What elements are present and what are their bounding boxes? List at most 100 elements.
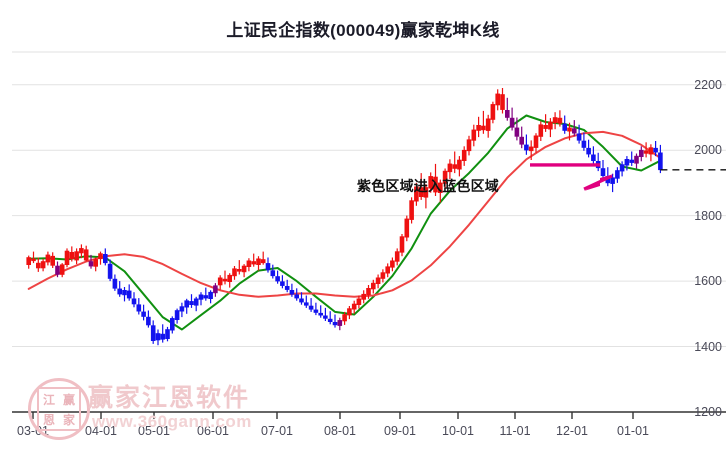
candle-body [165, 329, 170, 339]
candle-body [591, 154, 596, 162]
candle-body [150, 325, 156, 342]
candle-body [581, 140, 587, 148]
candle-body [31, 258, 36, 262]
candle-body [332, 321, 338, 326]
candle-body [533, 135, 539, 148]
candle-body [64, 250, 70, 265]
candle-body [385, 266, 391, 274]
candle-body [471, 129, 477, 141]
candle-body [557, 117, 563, 124]
candle-body [509, 117, 515, 128]
candle-body [638, 149, 644, 157]
candle-body [586, 147, 591, 155]
candle-body [442, 170, 448, 184]
candle-body [347, 308, 352, 316]
candle-body [437, 182, 443, 193]
candle-body [634, 155, 639, 164]
candle-body [299, 298, 304, 303]
candle-body [88, 261, 94, 267]
candle-body [504, 110, 510, 118]
y-axis-tick-label: 1400 [694, 339, 722, 354]
candle-body [490, 104, 496, 120]
candle-body [538, 124, 544, 137]
candle-body [629, 159, 635, 163]
candle-body [342, 314, 347, 322]
candle-body [74, 251, 79, 261]
candle-body [174, 310, 180, 320]
candle-body [136, 304, 142, 312]
candle-body [356, 298, 362, 305]
x-axis-tick-label: 04-01 [85, 424, 117, 438]
x-axis-tick-label: 09-01 [384, 424, 416, 438]
candle-body [552, 117, 558, 123]
candle-body [485, 118, 491, 131]
candle-body [366, 287, 371, 296]
candle-body [160, 333, 165, 340]
candle-body [59, 264, 65, 275]
candle-body [155, 333, 161, 341]
candle-body [275, 276, 280, 282]
candle-body [500, 94, 505, 110]
candle-body [294, 294, 300, 299]
candle-body [615, 170, 620, 179]
candle-body [567, 127, 572, 132]
x-axis-tick-label: 11-01 [499, 424, 531, 438]
ma-line [27, 130, 662, 298]
candle-body [208, 291, 213, 300]
candle-body [495, 93, 501, 106]
candle-body [112, 278, 118, 289]
candle-body [170, 318, 175, 331]
candle-body [280, 281, 285, 286]
y-axis-tick-label: 1800 [694, 208, 722, 223]
candle-body [351, 303, 357, 310]
candle-body [251, 261, 256, 265]
candle-body [619, 164, 625, 172]
candle-body [433, 176, 438, 193]
candle-body [50, 255, 56, 266]
candle-body [337, 320, 343, 326]
x-axis-tick-label: 07-01 [261, 424, 293, 438]
candle-body [404, 218, 410, 238]
candle-body [270, 270, 276, 277]
candle-body [303, 302, 309, 306]
page-title: 上证民企指数(000049)赢家乾坤K线 [226, 21, 500, 40]
candle-body [141, 311, 146, 317]
candle-body [184, 300, 189, 308]
candle-body [562, 123, 568, 131]
candle-body [256, 258, 261, 265]
candle-body [447, 163, 453, 173]
candle-body [55, 265, 60, 275]
candle-body [428, 176, 434, 189]
x-axis-tick-label: 10-01 [442, 424, 474, 438]
x-axis-tick-label: 06-01 [197, 424, 229, 438]
candle-body [193, 298, 199, 306]
candle-body [361, 293, 367, 300]
candle-body [481, 125, 486, 131]
candle-body [179, 306, 185, 312]
candle-body [327, 318, 333, 323]
y-axis-tick-label: 2000 [694, 143, 722, 158]
candle-body [543, 125, 548, 129]
y-axis-tick-label: 1600 [694, 274, 722, 289]
candle-body [571, 128, 577, 134]
x-axis-tick-label: 01-01 [617, 424, 649, 438]
chart-annotation-label: 紫色区域进入蓝色区域 [357, 178, 499, 194]
candle-body [126, 290, 132, 299]
candle-body [624, 159, 630, 166]
candle-body [217, 277, 223, 286]
candle-body [658, 152, 663, 171]
candle-body [653, 147, 658, 153]
candle-body [390, 260, 395, 268]
x-axis [12, 411, 726, 419]
candle-body [284, 285, 290, 290]
candle-body [648, 147, 654, 155]
candle-body [418, 187, 424, 197]
candle-body [227, 274, 232, 283]
candle-body [548, 121, 553, 130]
candle-body [213, 285, 218, 294]
candle-body [93, 259, 98, 267]
candle-body [122, 289, 127, 296]
candle-body [131, 298, 137, 305]
candle-body [399, 236, 405, 253]
